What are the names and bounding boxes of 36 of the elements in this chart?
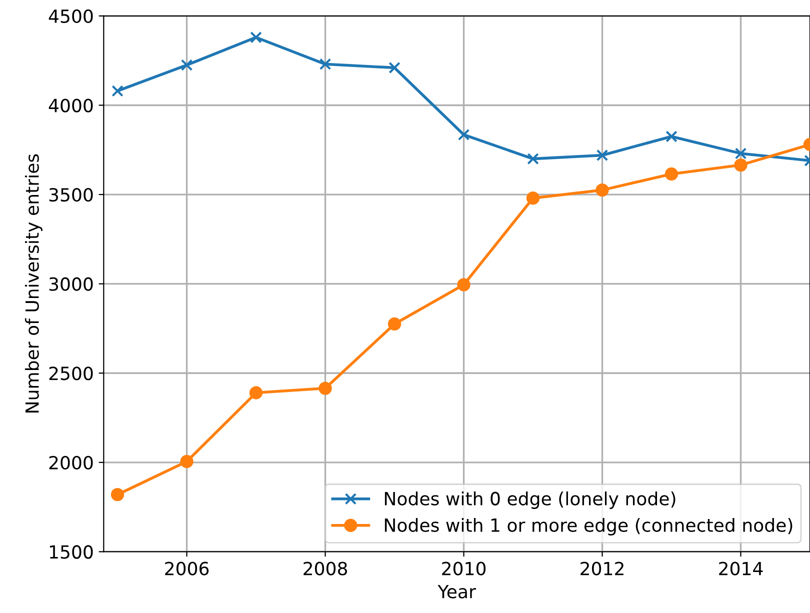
x-tick-label: 2012 xyxy=(580,562,624,576)
point xyxy=(734,148,747,160)
y-tick-label: 2500 xyxy=(49,366,93,380)
x-tick-label: 2014 xyxy=(719,562,763,576)
point xyxy=(388,62,400,74)
y-axis-title: Number of University entries xyxy=(24,154,42,412)
point xyxy=(319,58,332,70)
point xyxy=(666,130,678,142)
point xyxy=(180,59,193,71)
point xyxy=(664,167,678,181)
point xyxy=(318,382,332,395)
y-tick-label: 3000 xyxy=(49,277,93,291)
x-tick-label: 2006 xyxy=(165,562,209,576)
legend-label: Nodes with 0 edge (lonely node) xyxy=(384,491,676,509)
point xyxy=(596,149,608,162)
x-tick-label: 2008 xyxy=(304,562,348,576)
point xyxy=(527,152,539,165)
y-tick-label: 4000 xyxy=(48,98,93,112)
point xyxy=(596,183,609,197)
x-tick-label: 2010 xyxy=(442,562,486,576)
point xyxy=(250,31,262,44)
y-tick-label: 1500 xyxy=(50,545,93,559)
x-axis-title: Year xyxy=(438,585,476,598)
point xyxy=(112,85,124,97)
point xyxy=(458,128,470,141)
point xyxy=(457,278,470,292)
point xyxy=(388,317,402,331)
point xyxy=(180,454,194,468)
point xyxy=(734,158,748,172)
y-tick-label: 4500 xyxy=(48,9,93,24)
y-tick-label: 3500 xyxy=(49,188,93,202)
point xyxy=(526,191,540,205)
y-tick-label: 2000 xyxy=(49,456,93,470)
legend-label: Nodes with 1 or more edge (connected node) xyxy=(384,518,792,536)
point xyxy=(110,488,124,502)
point xyxy=(249,386,263,400)
